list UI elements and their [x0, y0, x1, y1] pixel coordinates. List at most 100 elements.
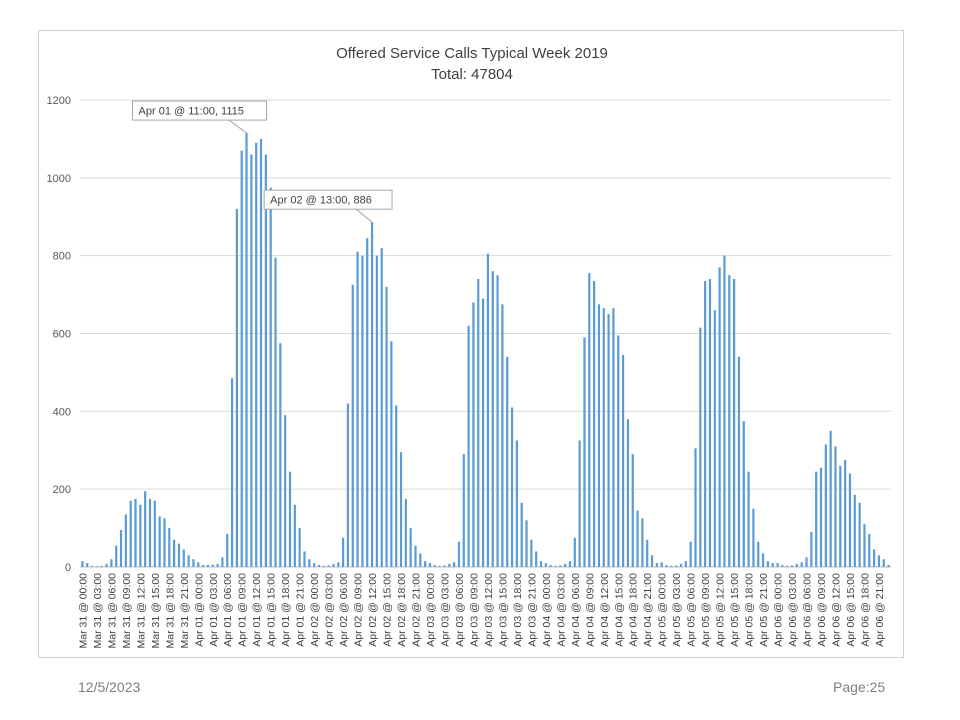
bar: [617, 335, 620, 567]
bar: [370, 222, 374, 567]
bar: [824, 444, 827, 567]
x-tick-label: Apr 06 @ 15:00: [845, 573, 857, 647]
x-tick-label: Apr 04 @ 00:00: [541, 573, 553, 647]
bar: [646, 539, 649, 567]
bar: [525, 520, 528, 567]
bar: [216, 563, 219, 567]
x-tick-label: Apr 03 @ 15:00: [497, 573, 509, 647]
bar: [486, 253, 490, 568]
bar: [182, 549, 185, 567]
x-tick-label: Apr 06 @ 09:00: [816, 573, 828, 647]
bar: [100, 565, 103, 567]
y-tick-label: 400: [53, 406, 71, 418]
x-tick-label: Apr 03 @ 00:00: [425, 573, 437, 647]
bar: [781, 565, 784, 567]
bar: [115, 545, 118, 567]
x-tick-label: Apr 06 @ 03:00: [787, 573, 799, 647]
bar: [554, 565, 557, 567]
bar: [757, 541, 760, 567]
x-tick-label: Apr 05 @ 03:00: [671, 573, 683, 647]
bar: [761, 553, 765, 567]
bar: [544, 563, 547, 567]
annotation-leader: [228, 119, 247, 134]
x-tick-label: Mar 31 @ 09:00: [121, 573, 133, 649]
bar: [810, 531, 813, 567]
bar: [211, 564, 214, 567]
bar: [322, 565, 325, 567]
x-tick-label: Apr 02 @ 09:00: [353, 573, 365, 647]
bar: [366, 238, 369, 567]
bar: [375, 255, 378, 567]
annotation-box: [132, 100, 268, 121]
bar: [148, 498, 152, 567]
x-tick-label: Apr 05 @ 18:00: [744, 573, 756, 647]
bar: [742, 421, 745, 567]
bar: [766, 561, 770, 567]
bar: [868, 533, 871, 567]
bar: [694, 448, 697, 567]
x-tick-label: Apr 01 @ 00:00: [193, 573, 205, 647]
y-tick-label: 600: [53, 329, 71, 341]
bar: [337, 562, 340, 567]
bar: [255, 142, 258, 567]
bar: [607, 314, 610, 567]
bar: [805, 557, 808, 567]
bar: [168, 528, 171, 567]
x-tick-label: Apr 01 @ 12:00: [251, 573, 263, 647]
bar: [448, 563, 451, 567]
chart-title: Offered Service Calls Typical Week 2019: [336, 45, 608, 62]
bar: [834, 446, 837, 567]
bar: [245, 133, 248, 567]
bar: [477, 279, 480, 567]
bar: [221, 557, 224, 567]
bar: [390, 341, 393, 567]
bar: [887, 565, 890, 567]
x-tick-label: Mar 31 @ 21:00: [179, 573, 191, 649]
x-tick-label: Apr 01 @ 06:00: [222, 573, 234, 647]
y-tick-label: 0: [65, 562, 71, 574]
annotation-leader: [355, 208, 373, 223]
bar: [530, 539, 533, 567]
bar: [250, 154, 253, 567]
bar: [771, 563, 774, 567]
bar: [428, 563, 432, 567]
bar: [593, 280, 596, 567]
bar: [293, 504, 296, 567]
footer-date: 12/5/2023: [78, 679, 141, 695]
x-tick-labels: Mar 31 @ 00:00 Mar 31 @ 03:00 Mar 31 @ 06:…: [77, 573, 886, 649]
bar: [457, 541, 461, 567]
bar: [733, 279, 736, 567]
bar: [119, 530, 123, 567]
x-tick-label: Mar 31 @ 03:00: [92, 573, 104, 649]
bar: [510, 407, 514, 567]
bar: [313, 563, 316, 567]
bar: [665, 565, 668, 567]
bar: [684, 561, 687, 567]
chart-frame: Offered Service Calls Typical Week 2019 …: [38, 30, 904, 658]
bar: [491, 271, 494, 567]
bar: [568, 561, 572, 567]
x-tick-label: Apr 04 @ 18:00: [628, 573, 640, 647]
x-tick-label: Apr 04 @ 03:00: [555, 573, 567, 647]
bar: [385, 286, 388, 567]
x-tick-label: Apr 01 @ 18:00: [280, 573, 292, 647]
bar: [409, 528, 412, 567]
x-tick-label: Apr 05 @ 06:00: [686, 573, 698, 647]
bar: [288, 471, 292, 567]
y-tick-labels: 0 200 400 600 800 1000 1200: [47, 95, 71, 574]
bar: [790, 565, 794, 567]
bar: [882, 559, 885, 567]
chart-subtitle: Total: 47804: [431, 66, 513, 83]
bar: [626, 419, 630, 567]
bar: [718, 267, 721, 567]
bar: [443, 565, 446, 567]
bar: [670, 565, 673, 567]
bar: [327, 565, 330, 567]
bar: [863, 524, 866, 567]
bar: [800, 562, 803, 567]
x-tick-label: Apr 06 @ 12:00: [830, 573, 842, 647]
bar: [655, 563, 658, 567]
bar: [631, 454, 634, 567]
bar: [621, 354, 625, 567]
bar: [129, 500, 132, 567]
